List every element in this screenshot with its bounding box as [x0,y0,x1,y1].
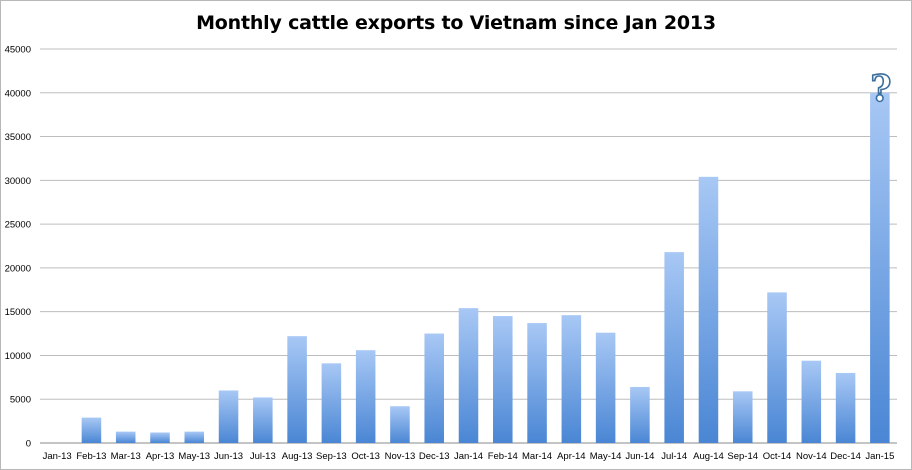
y-tick-label: 40000 [5,88,31,99]
x-tick-label: Feb-14 [488,451,518,462]
y-tick-label: 10000 [5,351,31,362]
bar-aug-14 [698,176,719,443]
bar-nov-13 [390,406,410,443]
x-tick-label: Nov-13 [385,451,416,462]
bar-apr-14 [561,315,582,443]
x-tick-label: Dec-14 [830,451,861,462]
y-tick-label: 5000 [10,395,31,406]
x-tick-label: Aug-13 [282,451,313,462]
bar-jul-13 [253,397,273,443]
x-tick-label: Apr-14 [557,451,586,462]
x-tick-label: Jan-15 [865,451,894,462]
y-tick-label: 35000 [5,132,31,143]
y-tick-label: 0 [26,439,31,450]
x-tick-label: Nov-14 [796,451,827,462]
x-tick-label: Jun-14 [625,451,654,462]
chart-title: Monthly cattle exports to Vietnam since … [196,12,716,34]
bar-oct-14 [767,292,787,443]
annotations: ? [870,67,893,111]
bar-feb-14 [493,316,513,443]
bar-aug-13 [287,336,307,443]
x-tick-label: Jul-13 [250,451,276,462]
x-tick-label: May-14 [590,451,622,462]
bar-mar-13 [115,431,136,443]
x-tick-label: Oct-14 [763,451,792,462]
x-tick-label: Mar-14 [522,451,552,462]
bar-sep-14 [732,391,753,443]
x-tick-label: May-13 [178,451,210,462]
x-tick-label: Dec-13 [419,451,450,462]
bar-jul-14 [664,252,684,443]
bar-jan-15 [870,92,890,444]
bar-may-14 [595,332,616,443]
bar-jun-13 [218,390,239,443]
x-tick-label: Mar-13 [111,451,141,462]
y-axis-ticks: 0 5000 10000 15000 20000 25000 30000 35000 40000… [5,45,31,450]
bar-jan-14 [458,308,479,443]
x-axis-ticks: Jan-13 Feb-13 Mar-13 Apr-13 May-13 Jun-13 Jul-… [43,451,895,462]
bar-may-13 [184,431,205,443]
y-tick-label: 45000 [5,45,31,56]
x-tick-label: Sep-14 [727,451,758,462]
x-tick-label: Jan-13 [43,451,72,462]
x-tick-label: Oct-13 [351,451,380,462]
bar-oct-13 [355,350,376,443]
x-tick-label: Jul-14 [661,451,687,462]
x-tick-label: Feb-13 [76,451,106,462]
x-tick-label: Sep-13 [316,451,347,462]
bar-feb-13 [81,417,102,443]
x-tick-label: Apr-13 [146,451,175,462]
bar-apr-13 [150,432,170,443]
bar-mar-14 [527,323,547,443]
x-tick-label: Jan-14 [454,451,483,462]
question-mark-annotation: ? [870,68,891,110]
bar-dec-13 [424,333,444,443]
y-tick-label: 30000 [5,176,31,187]
y-tick-label: 20000 [5,263,31,274]
bar-sep-13 [321,363,342,443]
y-tick-label: 15000 [5,307,31,318]
y-tick-label: 25000 [5,220,31,231]
bar-nov-14 [801,360,822,443]
x-tick-label: Aug-14 [693,451,724,462]
x-tick-label: Jun-13 [214,451,243,462]
bar-jun-14 [630,386,650,443]
bars [81,92,890,444]
bar-dec-14 [835,372,856,443]
